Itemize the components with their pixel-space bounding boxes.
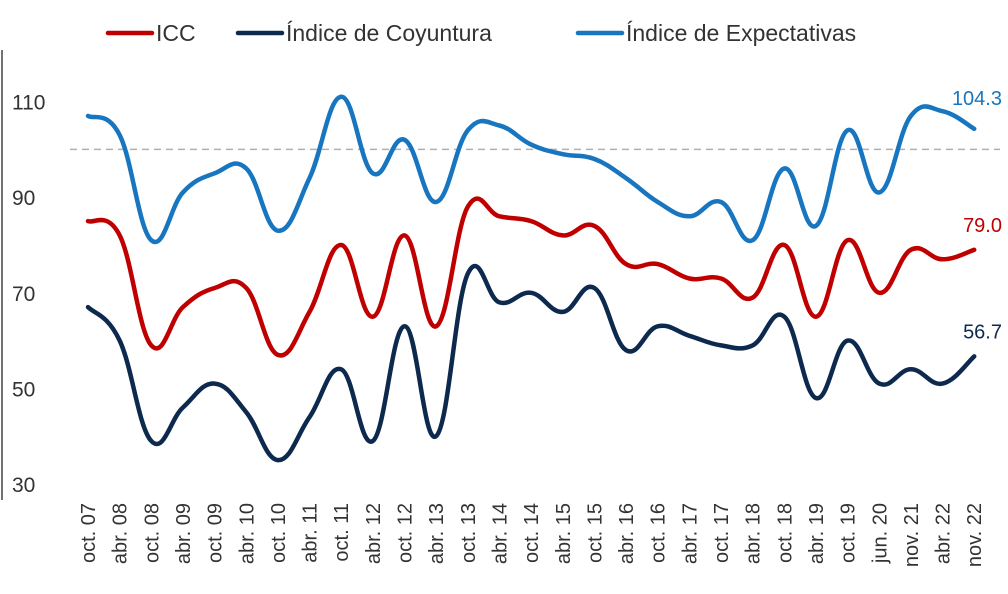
x-tick-label: abr. 11 [300,503,322,563]
y-tick-label: 30 [12,474,35,497]
x-tick-label: oct. 18 [774,503,796,563]
x-tick-label: oct. 19 [838,503,860,563]
legend-label-indice-de-coyuntura: Índice de Coyuntura [286,20,492,46]
end-label-indice-de-coyuntura: 56.7 [963,321,1002,343]
x-tick-label: abr. 08 [110,503,132,564]
end-label-indice-de-expectativas: 104.3 [952,88,1002,110]
series-line-indice-de-expectativas [85,94,977,245]
x-axis-ticks: oct. 07 abr. 08 oct. 08 abr. 09 oct. 09 abr. … [78,503,986,567]
x-tick-label: nov. 21 [901,503,923,567]
legend: ICC Índice de Coyuntura Índice de Expectat… [105,20,856,46]
x-tick-label: abr. 17 [679,503,701,564]
x-tick-label: oct. 16 [648,503,670,563]
end-label-icc: 79.0 [963,215,1002,237]
series-lines [85,94,977,463]
x-tick-label: oct. 17 [711,503,733,563]
y-tick-label: 90 [12,187,35,210]
x-tick-label: oct. 14 [521,503,543,563]
x-tick-label: abr. 15 [553,503,575,564]
y-tick-label: 50 [12,378,35,401]
x-tick-label: abr. 16 [616,503,638,564]
x-tick-label: abr. 14 [489,503,511,564]
x-tick-label: oct. 12 [395,503,417,563]
x-tick-label: abr. 19 [806,503,828,564]
y-tick-label: 70 [12,283,35,306]
x-tick-label: oct. 13 [458,503,480,563]
x-tick-label: abr. 22 [933,503,955,564]
y-tick-label: 110 [12,92,45,115]
x-tick-label: abr. 12 [363,503,385,564]
x-tick-label: oct. 15 [584,503,606,563]
x-tick-label: abr. 18 [743,503,765,564]
series-line-indice-de-coyuntura [85,263,977,463]
y-axis-ticks: 30 50 70 90 110 [12,92,45,497]
legend-label-indice-de-expectativas: Índice de Expectativas [626,20,856,46]
x-tick-label: oct. 11 [331,503,353,562]
series-line-icc [85,196,977,358]
x-tick-label: oct. 08 [141,503,163,563]
x-tick-label: abr. 09 [173,503,195,564]
x-tick-label: nov. 22 [964,503,986,567]
x-tick-label: abr. 13 [426,503,448,564]
x-tick-label: oct. 09 [205,503,227,563]
x-tick-label: oct. 10 [268,503,290,563]
end-labels: 79.0 56.7 104.3 [952,88,1002,344]
x-tick-label: jun. 20 [869,503,891,564]
legend-label-icc: ICC [156,20,196,46]
x-tick-label: abr. 10 [236,503,258,564]
x-tick-label: oct. 07 [78,503,100,563]
